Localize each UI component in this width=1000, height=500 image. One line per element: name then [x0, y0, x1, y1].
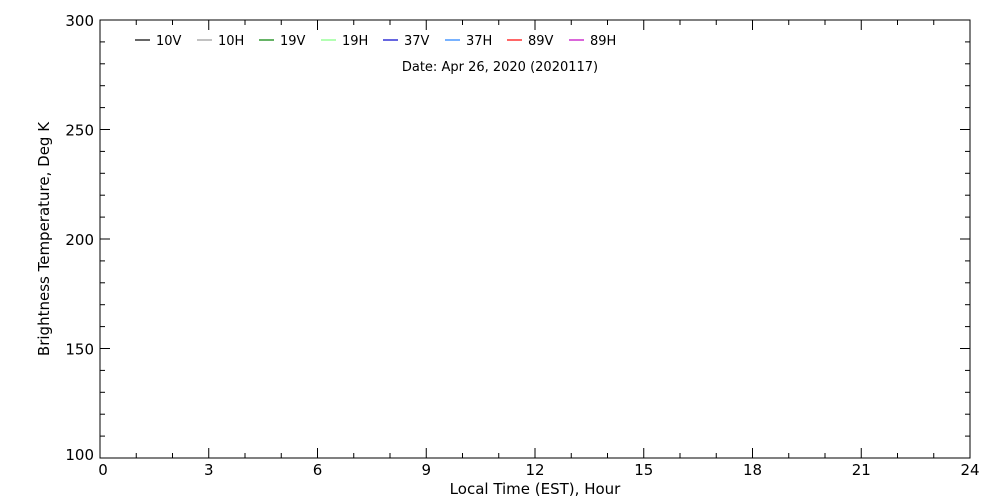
chart-title: Date: Apr 26, 2020 (2020117) — [402, 60, 598, 75]
y-tick-label: 100 — [65, 446, 94, 464]
legend-label-37h: 37H — [466, 34, 492, 49]
y-tick-label: 150 — [65, 341, 94, 359]
legend-label-10h: 10H — [218, 34, 244, 49]
legend-label-10v: 10V — [156, 34, 182, 49]
x-axis-label: Local Time (EST), Hour — [450, 480, 621, 498]
x-tick-label: 6 — [313, 461, 323, 479]
y-tick-label: 250 — [65, 122, 94, 140]
x-tick-label: 18 — [743, 461, 762, 479]
axis-ticks: 0 3 6 9 12 15 18 21 24 100 150 200 250 300 — [65, 12, 979, 479]
legend-label-19h: 19H — [342, 34, 368, 49]
legend-label-89h: 89H — [590, 34, 616, 49]
y-tick-label: 300 — [65, 12, 94, 30]
x-tick-label: 0 — [98, 461, 108, 479]
y-tick-label: 200 — [65, 231, 94, 249]
y-axis-label: Brightness Temperature, Deg K — [35, 121, 53, 356]
legend-label-89v: 89V — [528, 34, 554, 49]
x-tick-label: 12 — [525, 461, 544, 479]
x-tick-label: 21 — [852, 461, 871, 479]
legend-label-19v: 19V — [280, 34, 306, 49]
x-tick-label: 24 — [960, 461, 979, 479]
legend: 10V 10H 19V 19H 37V 37H 89V 89H — [135, 34, 616, 49]
legend-label-37v: 37V — [404, 34, 430, 49]
x-tick-label: 3 — [204, 461, 214, 479]
x-tick-label: 15 — [634, 461, 653, 479]
x-tick-label: 9 — [421, 461, 431, 479]
plot-frame — [99, 19, 971, 459]
